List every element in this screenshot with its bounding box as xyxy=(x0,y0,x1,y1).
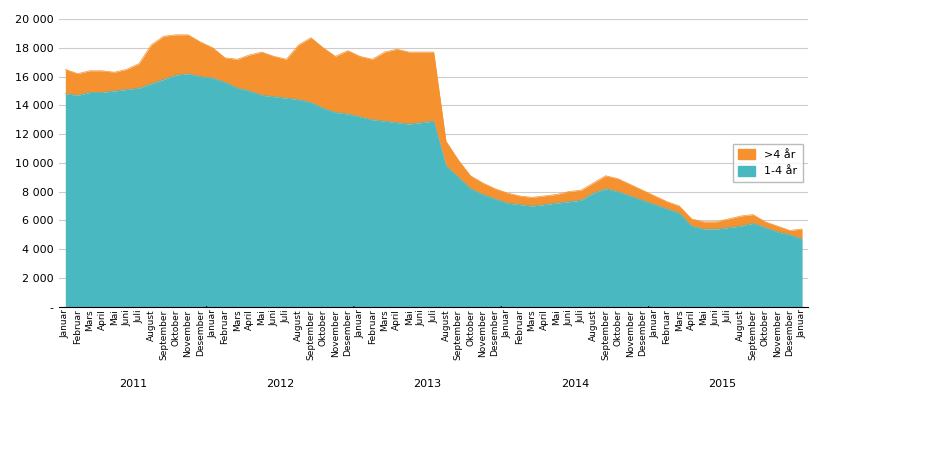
Text: 2015: 2015 xyxy=(707,379,736,389)
Text: 2014: 2014 xyxy=(561,379,588,389)
Text: 2011: 2011 xyxy=(119,379,147,389)
Text: 2013: 2013 xyxy=(413,379,441,389)
Text: 2012: 2012 xyxy=(265,379,294,389)
Legend: >4 år, 1-4 år: >4 år, 1-4 år xyxy=(732,144,802,182)
